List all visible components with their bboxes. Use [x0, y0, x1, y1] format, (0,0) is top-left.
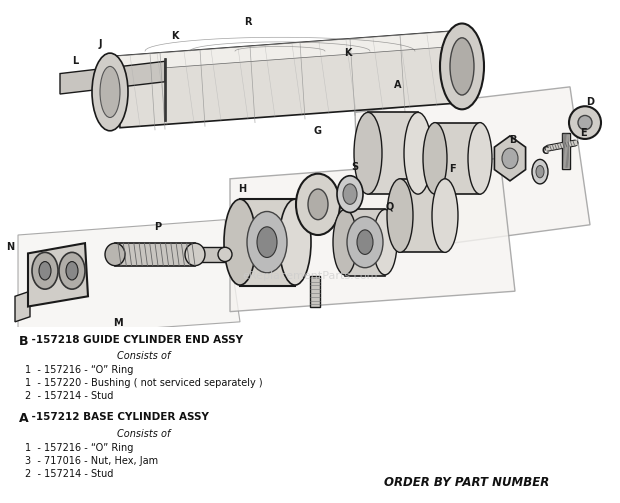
Text: -157212 BASE CYLINDER ASSY: -157212 BASE CYLINDER ASSY — [28, 412, 208, 423]
Ellipse shape — [279, 199, 311, 285]
Text: eReplacementParts.com: eReplacementParts.com — [242, 271, 378, 281]
Ellipse shape — [423, 123, 447, 194]
Ellipse shape — [578, 116, 592, 130]
Ellipse shape — [440, 24, 484, 109]
Ellipse shape — [224, 199, 256, 285]
Text: Consists of: Consists of — [117, 429, 170, 439]
Ellipse shape — [257, 227, 277, 258]
Ellipse shape — [66, 262, 78, 280]
Text: C: C — [541, 146, 549, 156]
Ellipse shape — [296, 174, 340, 235]
Polygon shape — [28, 243, 88, 306]
Ellipse shape — [100, 66, 120, 118]
Ellipse shape — [337, 176, 363, 213]
Text: A: A — [394, 80, 402, 90]
Ellipse shape — [105, 243, 125, 266]
Polygon shape — [18, 220, 240, 337]
Text: P: P — [154, 222, 162, 232]
Text: 1  - 157216 - “O” Ring: 1 - 157216 - “O” Ring — [25, 365, 133, 375]
Bar — [562, 133, 570, 169]
Text: R: R — [244, 18, 252, 28]
Polygon shape — [230, 158, 515, 312]
Text: E: E — [580, 128, 587, 138]
Text: B: B — [19, 334, 28, 348]
Text: M: M — [113, 318, 123, 328]
Bar — [310, 276, 320, 306]
Text: L: L — [72, 56, 78, 66]
Text: N: N — [6, 242, 14, 253]
Text: F: F — [449, 163, 455, 174]
Bar — [368, 112, 418, 194]
Text: G: G — [314, 126, 322, 136]
Text: 2  - 157214 - Stud: 2 - 157214 - Stud — [25, 391, 113, 401]
Ellipse shape — [308, 189, 328, 220]
Polygon shape — [15, 291, 30, 322]
Ellipse shape — [92, 53, 128, 131]
Ellipse shape — [347, 217, 383, 268]
Ellipse shape — [354, 112, 382, 194]
Polygon shape — [494, 136, 526, 181]
Text: K: K — [344, 48, 352, 58]
Bar — [115, 243, 195, 266]
Ellipse shape — [536, 165, 544, 178]
Ellipse shape — [32, 253, 58, 289]
Ellipse shape — [59, 253, 85, 289]
Text: 2  - 157214 - Stud: 2 - 157214 - Stud — [25, 469, 113, 478]
Ellipse shape — [502, 148, 518, 169]
Ellipse shape — [247, 211, 287, 273]
Bar — [435, 123, 480, 194]
Bar — [195, 247, 225, 262]
Text: S: S — [352, 161, 358, 172]
Text: Consists of: Consists of — [117, 351, 170, 361]
Text: J: J — [98, 39, 102, 49]
Ellipse shape — [39, 262, 51, 280]
Ellipse shape — [404, 112, 432, 194]
Ellipse shape — [357, 230, 373, 255]
Text: Q: Q — [386, 201, 394, 211]
Ellipse shape — [387, 179, 413, 253]
Text: D: D — [586, 97, 594, 107]
Text: A: A — [19, 412, 28, 426]
Polygon shape — [355, 87, 590, 256]
Bar — [240, 199, 295, 286]
Ellipse shape — [432, 179, 458, 253]
Polygon shape — [115, 31, 470, 128]
Text: 1  - 157216 - “O” Ring: 1 - 157216 - “O” Ring — [25, 443, 133, 453]
Bar — [345, 209, 385, 276]
Text: 1  - 157220 - Bushing ( not serviced separately ): 1 - 157220 - Bushing ( not serviced sepa… — [25, 378, 262, 388]
Ellipse shape — [569, 106, 601, 139]
Ellipse shape — [450, 38, 474, 95]
Text: 3  - 717016 - Nut, Hex, Jam: 3 - 717016 - Nut, Hex, Jam — [25, 456, 157, 466]
Ellipse shape — [185, 243, 205, 266]
Ellipse shape — [468, 123, 492, 194]
Text: -157218 GUIDE CYLINDER END ASSY: -157218 GUIDE CYLINDER END ASSY — [28, 334, 242, 345]
Text: H: H — [238, 184, 246, 194]
Ellipse shape — [343, 184, 357, 204]
Ellipse shape — [532, 159, 548, 184]
Bar — [400, 179, 445, 253]
Text: K: K — [171, 31, 179, 41]
Text: B: B — [509, 135, 516, 145]
Ellipse shape — [333, 209, 357, 275]
Polygon shape — [115, 31, 460, 71]
Polygon shape — [60, 61, 165, 94]
Text: ORDER BY PART NUMBER: ORDER BY PART NUMBER — [384, 475, 549, 488]
Ellipse shape — [373, 209, 397, 275]
Ellipse shape — [218, 247, 232, 262]
